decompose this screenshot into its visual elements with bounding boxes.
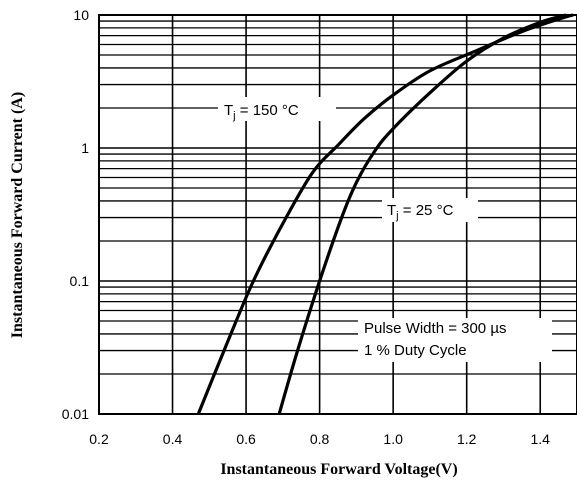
x-tick-label: 0.4	[163, 431, 183, 447]
y-tick-label: 0.01	[62, 406, 89, 422]
x-tick-label: 0.6	[236, 431, 256, 447]
x-tick-label: 1.0	[383, 431, 403, 447]
svg-text:Tj = 150 °C: Tj = 150 °C	[224, 102, 299, 122]
pulse-width-note: Pulse Width = 300 µs	[364, 320, 506, 337]
x-tick-label: 0.8	[310, 431, 330, 447]
x-tick-label: 0.2	[89, 431, 109, 447]
y-axis-title: Instantaneous Forward Current (A)	[9, 92, 26, 338]
x-axis-title: Instantaneous Forward Voltage(V)	[220, 461, 457, 478]
pulse-annotation: Pulse Width = 300 µs 1 % Duty Cycle	[358, 318, 552, 362]
series-label-25: Tj = 25 °C	[382, 198, 478, 222]
x-tick-label: 1.2	[457, 431, 477, 447]
series-layer	[196, 13, 574, 415]
series-label-150-sub: j	[232, 110, 235, 122]
plot-frame	[98, 14, 577, 415]
series-line-0	[196, 13, 574, 415]
y-tick-label: 0.1	[70, 273, 90, 289]
series-label-25-sub: j	[395, 210, 398, 222]
grid	[98, 15, 577, 415]
tick-labels: 0.2 0.4 0.6 0.8 1.0 1.2 1.4 0.01 0.1 1 10	[62, 7, 550, 447]
series-label-150: Tj = 150 °C	[218, 97, 336, 122]
series-label-150-rest: = 150 °C	[236, 102, 299, 119]
svg-text:Tj = 25 °C: Tj = 25 °C	[387, 202, 454, 222]
duty-cycle-note: 1 % Duty Cycle	[364, 342, 467, 359]
series-line-1	[277, 13, 567, 415]
y-tick-label: 10	[73, 7, 89, 23]
series-label-25-main: T	[387, 202, 396, 219]
plot-border	[98, 14, 577, 415]
x-tick-label: 1.4	[530, 431, 550, 447]
series-label-150-main: T	[224, 102, 233, 119]
y-tick-label: 1	[81, 140, 89, 156]
series-label-25-rest: = 25 °C	[399, 202, 454, 219]
